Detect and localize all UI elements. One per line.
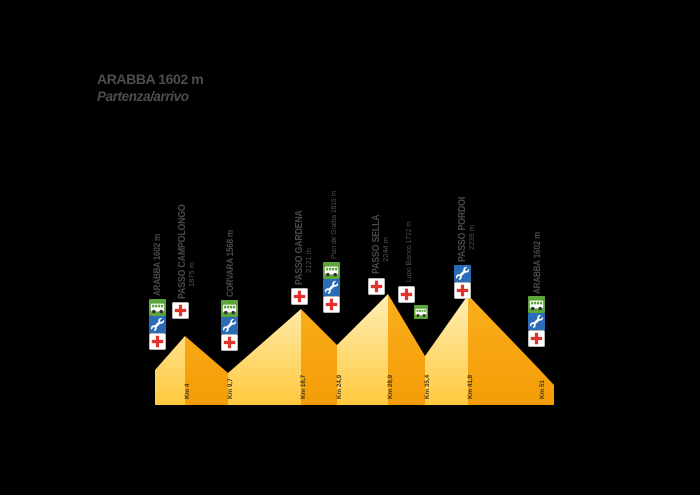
pass-elevation: 2244 m — [381, 237, 390, 262]
km-tick-label: Km 41,8 — [467, 374, 474, 399]
bus-icon — [323, 262, 340, 279]
descent-campolongo-corvara — [185, 336, 228, 405]
title-block: ARABBA 1602 m Partenza/arrivo — [97, 71, 204, 105]
page-subtitle: Partenza/arrivo — [97, 88, 189, 104]
red-cross-icon — [454, 282, 471, 299]
climb-arabba-campolongo — [155, 336, 185, 405]
waypoint-name: Lupo Bianco 1722 m — [406, 221, 413, 282]
bus-icon — [149, 299, 166, 316]
waypoint-name: CORVARA 1568 m — [225, 229, 236, 297]
descent-sella-lupobianco — [388, 294, 425, 405]
bus-icon — [414, 305, 428, 319]
waypoint-arabba-start: ARABBA 1602 m — [149, 233, 166, 350]
km-tick-label: Km 9,7 — [227, 378, 234, 399]
waypoint-name: ARABBA 1602 m — [532, 231, 543, 294]
red-cross-icon — [398, 286, 415, 303]
pass-elevation: 1875 m — [187, 262, 196, 287]
km-tick-label: Km 18,7 — [300, 374, 307, 399]
km-tick-label: Km 51 — [539, 380, 546, 399]
climb-lupobianco-pordoi — [425, 295, 468, 405]
waypoint-plan-de-gralba: Plan de Gralba 1816 m — [323, 191, 340, 313]
wrench-icon — [149, 316, 166, 333]
red-cross-icon — [368, 278, 385, 295]
page-title: ARABBA 1602 m — [97, 71, 204, 87]
wrench-icon — [528, 313, 545, 330]
pass-name: PASSO SELLA — [369, 214, 381, 274]
waypoint-arabba-finish: ARABBA 1602 m — [528, 231, 545, 347]
bus-icon — [528, 296, 545, 313]
bus-icon — [221, 300, 238, 317]
waypoint-corvara: CORVARA 1568 m — [221, 229, 238, 351]
wrench-icon — [454, 265, 471, 282]
pass-name: PASSO CAMPOLONGO — [175, 204, 187, 299]
red-cross-icon — [528, 330, 545, 347]
km-tick-label: Km 35,4 — [424, 374, 431, 399]
climb-plandegralba-sella — [337, 294, 388, 405]
waypoint-name: ARABBA 1602 m — [152, 233, 163, 296]
waypoint-passo-sella: PASSO SELLA 2244 m — [368, 214, 390, 295]
wrench-icon — [221, 317, 238, 334]
elevation-profile-shape — [155, 294, 554, 405]
waypoint-lupo-bianco: Lupo Bianco 1722 m — [398, 221, 428, 319]
red-cross-icon — [149, 333, 166, 350]
km-tick-label: Km 4 — [184, 383, 191, 399]
waypoint-passo-campolongo: PASSO CAMPOLONGO 1875 m — [172, 204, 196, 319]
km-tick-label: Km 29,9 — [387, 374, 394, 399]
km-tick-label: Km 24,9 — [336, 374, 343, 399]
red-cross-icon — [221, 334, 238, 351]
waypoint-passo-gardena: PASSO GARDENA 2121 m — [291, 210, 313, 305]
red-cross-icon — [323, 296, 340, 313]
red-cross-icon — [291, 288, 308, 305]
km-axis: Km 4 Km 9,7 Km 18,7 Km 24,9 Km 29,9 Km 3… — [184, 374, 546, 399]
wrench-icon — [323, 279, 340, 296]
descent-gardena-plandegralba — [301, 309, 337, 405]
pass-elevation: 2239 m — [467, 225, 476, 250]
climb-corvara-gardena — [228, 309, 301, 405]
waypoint-name: Plan de Gralba 1816 m — [331, 191, 338, 259]
red-cross-icon — [172, 302, 189, 319]
waypoint-passo-pordoi: PASSO PORDOI 2239 m — [454, 197, 476, 299]
pass-name: PASSO PORDOI — [455, 197, 467, 262]
pass-name: PASSO GARDENA — [292, 210, 304, 285]
descent-pordoi-arabba — [468, 295, 554, 405]
pass-elevation: 2121 m — [304, 248, 313, 273]
